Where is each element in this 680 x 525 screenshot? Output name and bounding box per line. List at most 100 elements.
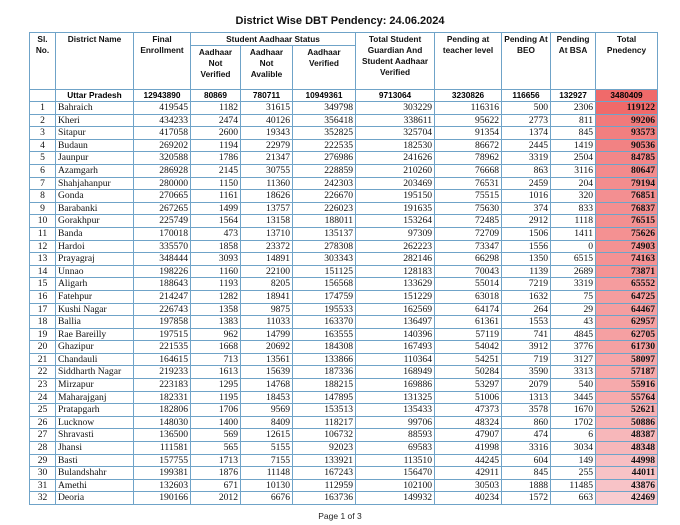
total-pendency-cell: 55764 bbox=[595, 390, 659, 405]
value-cell: 57119 bbox=[434, 327, 503, 342]
value-cell: 2012 bbox=[190, 491, 241, 505]
district-name-cell: Chandauli bbox=[55, 352, 134, 367]
value-cell: 91354 bbox=[434, 126, 503, 140]
value-cell: 2145 bbox=[190, 163, 241, 178]
value-cell: 417058 bbox=[133, 126, 191, 140]
header-not-available: Aadhaar Not Avalible bbox=[240, 45, 293, 90]
value-cell: 255 bbox=[550, 466, 597, 480]
district-name-cell: Jaunpur bbox=[55, 151, 134, 165]
sl-no-cell: 32 bbox=[29, 491, 56, 505]
total-pendency-cell: 93573 bbox=[595, 126, 659, 140]
value-cell: 11033 bbox=[240, 315, 293, 329]
value-cell: 1350 bbox=[501, 252, 552, 266]
value-cell: 3912 bbox=[501, 340, 552, 354]
total-pendency-cell: 76851 bbox=[595, 189, 659, 203]
value-cell: 18453 bbox=[240, 390, 293, 405]
value-cell: 135433 bbox=[355, 403, 436, 417]
value-cell: 282146 bbox=[355, 252, 436, 266]
value-cell: 226743 bbox=[133, 302, 191, 317]
district-name-cell: Lucknow bbox=[55, 415, 134, 430]
value-cell: 1118 bbox=[550, 214, 597, 228]
value-cell: 6 bbox=[550, 428, 597, 443]
table-row: 2 Kheri 434233 2474 40126 356418 338611 95622 27… bbox=[29, 113, 659, 128]
total-pendency-cell: 76515 bbox=[595, 214, 659, 228]
value-cell: 267265 bbox=[133, 201, 191, 216]
value-cell: 61361 bbox=[434, 315, 503, 329]
total-pendency-cell: 61730 bbox=[595, 340, 659, 354]
value-cell: 197858 bbox=[133, 315, 191, 329]
value-cell: 500 bbox=[501, 101, 552, 115]
table-row: 4 Budaun 269202 1194 22979 222535 182530 86672 2… bbox=[29, 138, 659, 153]
value-cell: 21347 bbox=[240, 151, 293, 165]
dbt-pendency-table: Sl. No. District Name Final Enrollment S… bbox=[29, 32, 659, 505]
sl-no-cell: 11 bbox=[29, 226, 56, 241]
total-pendency-cell: 62705 bbox=[595, 327, 659, 342]
header-total: Total Pnedency bbox=[595, 32, 659, 90]
value-cell: 128183 bbox=[355, 264, 436, 279]
value-cell: 1374 bbox=[501, 126, 552, 140]
value-cell: 19343 bbox=[240, 126, 293, 140]
table-row: 18 Ballia 197858 1383 11033 163370 136497 61361… bbox=[29, 315, 659, 329]
value-cell: 50284 bbox=[434, 365, 503, 380]
value-cell: 221535 bbox=[133, 340, 191, 354]
sl-no-cell: 30 bbox=[29, 466, 56, 480]
value-cell: 1888 bbox=[501, 478, 552, 493]
value-cell: 7219 bbox=[501, 277, 552, 291]
value-cell: 214247 bbox=[133, 289, 191, 304]
value-cell: 3590 bbox=[501, 365, 552, 380]
header-pending-teacher: Pending at teacher level bbox=[434, 32, 503, 90]
value-cell: 20692 bbox=[240, 340, 293, 354]
value-cell: 1702 bbox=[550, 415, 597, 430]
value-cell: 13757 bbox=[240, 201, 293, 216]
table-row: 14 Unnao 198226 1160 22100 151125 128183 70043 1… bbox=[29, 264, 659, 279]
state-cell: 132927 bbox=[550, 89, 597, 102]
value-cell: 9569 bbox=[240, 403, 293, 417]
total-pendency-cell: 99206 bbox=[595, 113, 659, 128]
value-cell: 55014 bbox=[434, 277, 503, 291]
district-name-cell: Jhansi bbox=[55, 441, 134, 455]
value-cell: 29 bbox=[550, 302, 597, 317]
value-cell: 1411 bbox=[550, 226, 597, 241]
value-cell: 163555 bbox=[291, 327, 357, 342]
table-row: 26 Lucknow 148030 1400 8409 118217 99706 48324 8… bbox=[29, 415, 659, 430]
value-cell: 102100 bbox=[355, 478, 436, 493]
district-name-cell: Sitapur bbox=[55, 126, 134, 140]
value-cell: 51006 bbox=[434, 390, 503, 405]
sl-no-cell: 7 bbox=[29, 176, 56, 191]
value-cell: 197515 bbox=[133, 327, 191, 342]
district-name-cell: Siddharth Nagar bbox=[55, 365, 134, 380]
table-row: 13 Prayagraj 348444 3093 14891 303343 282146 66… bbox=[29, 252, 659, 266]
value-cell: 8205 bbox=[240, 277, 293, 291]
value-cell: 338611 bbox=[355, 113, 436, 128]
table-row: 23 Mirzapur 223183 1295 14768 188215 169886 532… bbox=[29, 378, 659, 392]
total-pendency-cell: 58097 bbox=[595, 352, 659, 367]
value-cell: 320588 bbox=[133, 151, 191, 165]
state-sl bbox=[29, 89, 56, 102]
value-cell: 136500 bbox=[133, 428, 191, 443]
district-name-cell: Maharajganj bbox=[55, 390, 134, 405]
sl-no-cell: 24 bbox=[29, 390, 56, 405]
value-cell: 195533 bbox=[291, 302, 357, 317]
value-cell: 203469 bbox=[355, 176, 436, 191]
value-cell: 131325 bbox=[355, 390, 436, 405]
value-cell: 195150 bbox=[355, 189, 436, 203]
value-cell: 4845 bbox=[550, 327, 597, 342]
sl-no-cell: 19 bbox=[29, 327, 56, 342]
district-name-cell: Unnao bbox=[55, 264, 134, 279]
page-number: Page 1 of 3 bbox=[318, 511, 362, 521]
value-cell: 191635 bbox=[355, 201, 436, 216]
table-row: 6 Azamgarh 286928 2145 30755 228859 210260 7666… bbox=[29, 163, 659, 178]
table-row: 22 Siddharth Nagar 219233 1613 15639 187336 16… bbox=[29, 365, 659, 380]
header-not-verified: Aadhaar Not Verified bbox=[190, 45, 241, 90]
value-cell: 1194 bbox=[190, 138, 241, 153]
sl-no-cell: 9 bbox=[29, 201, 56, 216]
value-cell: 1613 bbox=[190, 365, 241, 380]
value-cell: 2912 bbox=[501, 214, 552, 228]
district-name-cell: Kushi Nagar bbox=[55, 302, 134, 317]
value-cell: 168949 bbox=[355, 365, 436, 380]
sl-no-cell: 5 bbox=[29, 151, 56, 165]
value-cell: 42911 bbox=[434, 466, 503, 480]
value-cell: 3034 bbox=[550, 441, 597, 455]
sl-no-cell: 15 bbox=[29, 277, 56, 291]
value-cell: 153513 bbox=[291, 403, 357, 417]
